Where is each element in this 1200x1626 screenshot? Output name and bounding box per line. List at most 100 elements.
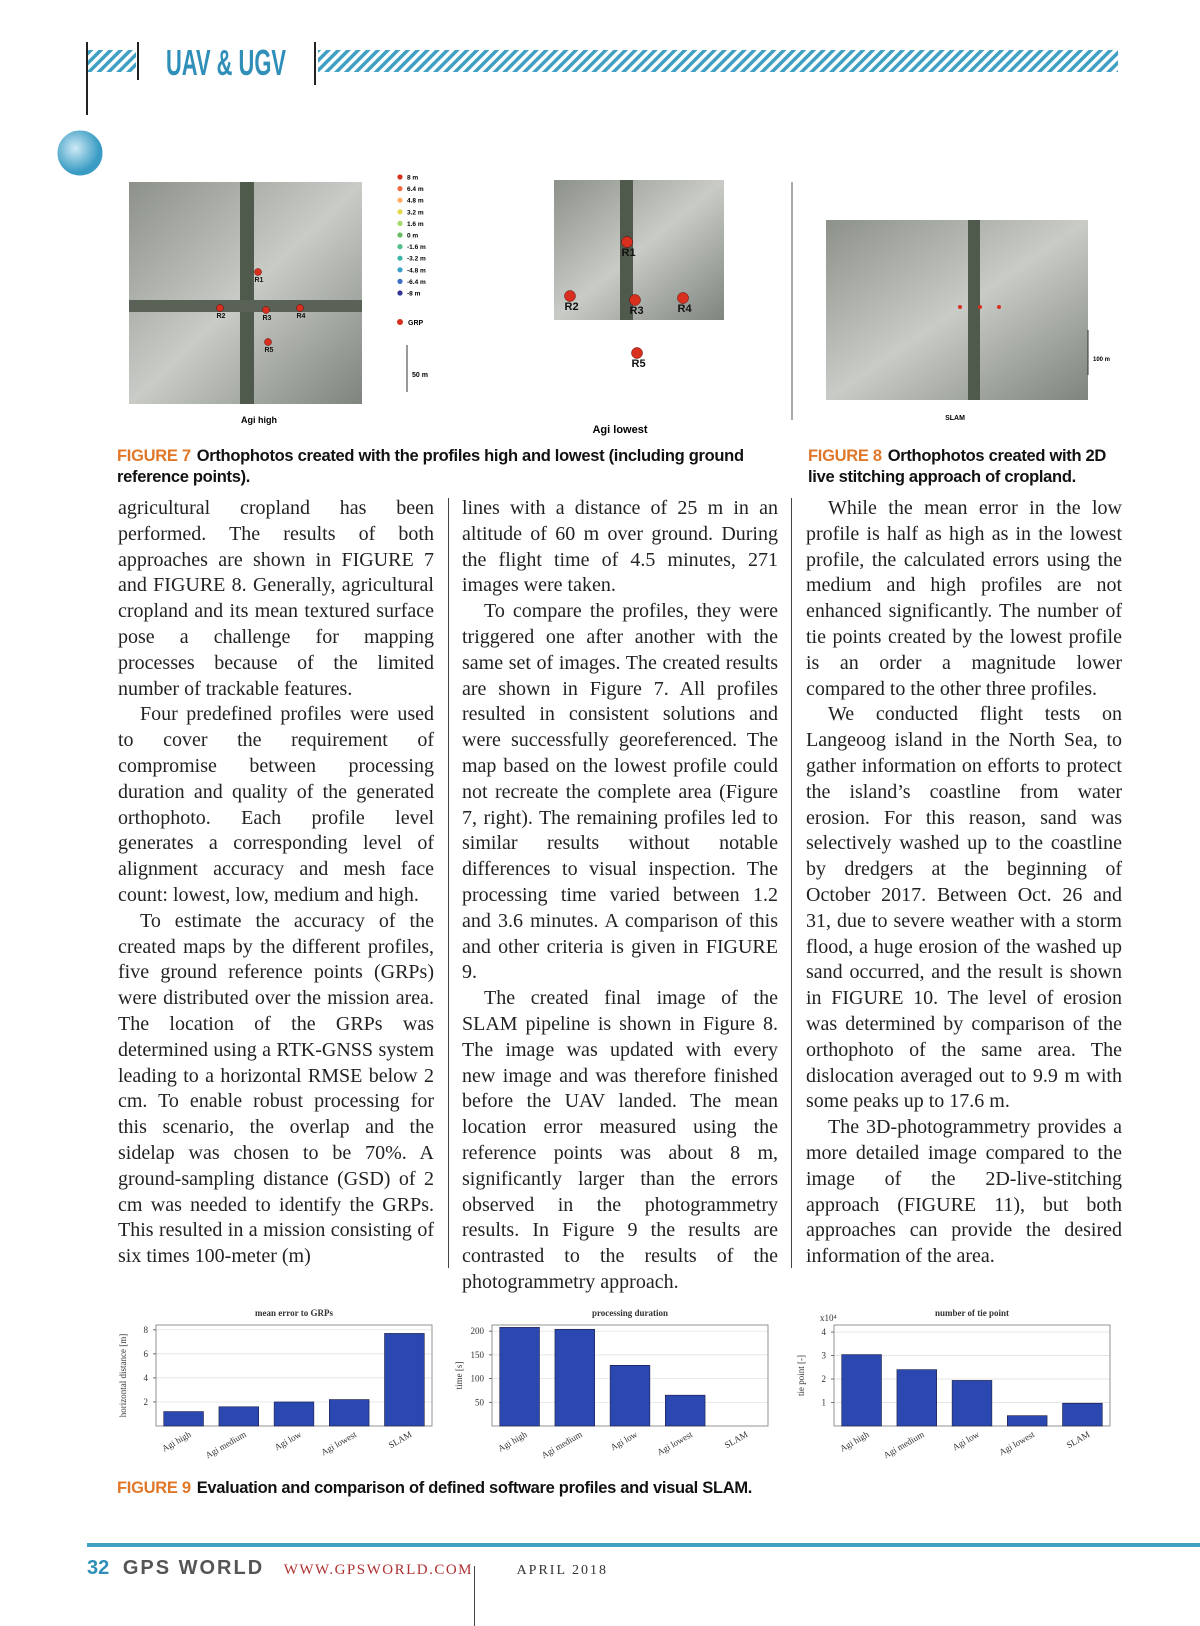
grp-label: R5 — [632, 358, 646, 370]
grp-label: R4 — [678, 303, 693, 315]
legend-label: GRP — [408, 320, 424, 327]
grp-label: R2 — [565, 301, 579, 313]
legend-label: -3.2 m — [407, 256, 426, 263]
grp-marker — [262, 306, 270, 314]
bar — [1062, 1402, 1103, 1427]
y-axis-label: time [s] — [454, 1362, 464, 1390]
grp-label: R1 — [255, 277, 264, 284]
x-tick-label: Agi medium — [882, 1429, 926, 1460]
grp-label: R5 — [265, 347, 274, 354]
grp-marker — [997, 305, 1001, 309]
grp-marker — [631, 347, 643, 359]
legend-label: 6.4 m — [407, 186, 424, 193]
legend-label: 4.8 m — [407, 198, 424, 205]
scale-label: x10⁴ — [820, 1313, 837, 1323]
grp-marker — [677, 292, 689, 304]
legend-label: 0 m — [407, 233, 418, 240]
x-tick-label: SLAM — [387, 1429, 414, 1450]
paragraph: lines with a distance of 25 m in an alti… — [462, 497, 778, 597]
legend-swatch — [397, 174, 403, 180]
grp-marker — [978, 305, 982, 309]
grp-marker — [254, 268, 262, 276]
legend-swatch — [397, 232, 403, 238]
y-tick-label: 50 — [475, 1397, 485, 1407]
legend-label: -1.6 m — [407, 244, 426, 251]
x-tick-label: SLAM — [723, 1429, 750, 1450]
caption-text: Evaluation and comparison of defined sof… — [196, 1479, 753, 1497]
y-tick-label: 3 — [822, 1351, 827, 1361]
y-tick-label: 2 — [822, 1374, 827, 1384]
x-tick-label: Agi high — [496, 1429, 529, 1454]
paragraph: The 3D-photogrammetry provides a more de… — [806, 1116, 1122, 1268]
x-tick-label: Agi medium — [540, 1429, 584, 1460]
paragraph: The created final image of the SLAM pipe… — [462, 987, 778, 1293]
bar — [841, 1354, 882, 1427]
y-tick-label: 100 — [471, 1374, 485, 1384]
legend-swatch — [397, 255, 403, 261]
x-tick-label: Agi lowest — [997, 1429, 1036, 1458]
image-label: Agi lowest — [592, 424, 647, 436]
x-tick-label: Agi low — [273, 1429, 304, 1453]
chart-title: number of tie point — [935, 1308, 1009, 1318]
paragraph: agricultural cropland has been performed… — [118, 497, 434, 700]
x-tick-label: Agi low — [609, 1429, 640, 1453]
header: UAV & UGV — [54, 42, 1118, 179]
grp-marker — [621, 236, 633, 248]
legend-swatch — [397, 319, 403, 325]
y-tick-label: 1 — [822, 1398, 827, 1408]
image-label: Agi high — [241, 415, 277, 425]
page-number: 32 — [87, 1557, 110, 1579]
legend-label: -6.4 m — [407, 279, 426, 286]
figure-caption: FIGURE 9 Evaluation and comparison of def… — [117, 1478, 1017, 1499]
legend-swatch — [397, 197, 403, 203]
paragraph: While the mean error in the low profile … — [806, 497, 1122, 700]
grp-label: R3 — [263, 315, 272, 322]
figure-label: FIGURE 8 — [808, 447, 882, 465]
x-tick-label: Agi low — [951, 1429, 982, 1453]
x-tick-label: SLAM — [1065, 1429, 1092, 1450]
legend-label: 8 m — [407, 175, 418, 182]
legend-label: 1.6 m — [407, 221, 424, 228]
legend-swatch — [397, 267, 403, 273]
grp-label: R1 — [622, 247, 636, 259]
y-tick-label: 4 — [822, 1327, 827, 1337]
caption-text: Orthophotos created with the profiles hi… — [117, 447, 744, 486]
chart-title: processing duration — [592, 1308, 668, 1318]
website: WWW.GPSWORLD.COM — [283, 1562, 473, 1578]
bar — [1007, 1415, 1048, 1427]
bar — [499, 1327, 540, 1427]
legend-label: -4.8 m — [407, 267, 426, 274]
legend-swatch — [397, 186, 403, 192]
x-tick-label: Agi high — [160, 1429, 193, 1454]
x-tick-label: Agi medium — [204, 1429, 248, 1460]
orthophoto-slam — [826, 220, 1088, 400]
bar — [384, 1333, 425, 1427]
globe-icon — [54, 127, 106, 179]
y-tick-label: 2 — [144, 1397, 149, 1407]
legend-swatch — [397, 278, 403, 284]
bar — [896, 1369, 937, 1427]
bar-chart: number of tie point tie point [-] x10⁴ 1 2 3 4… — [796, 1308, 1111, 1460]
grp-label: R4 — [297, 313, 306, 320]
grp-label: R2 — [217, 313, 226, 320]
bar — [273, 1401, 315, 1427]
paragraph: To estimate the accuracy of the created … — [118, 909, 434, 1268]
bar — [951, 1380, 993, 1427]
legend-label: -8 m — [407, 291, 421, 298]
bar — [329, 1399, 370, 1427]
y-tick-label: 150 — [471, 1350, 485, 1360]
footer: 32 GPS WORLD WWW.GPSWORLD.COM APRIL 2018 — [87, 1557, 608, 1580]
legend-swatch — [397, 209, 403, 215]
x-tick-label: Agi lowest — [655, 1429, 694, 1458]
y-axis-label: tie point [-] — [796, 1355, 806, 1396]
paragraph: To compare the profiles, they were trigg… — [462, 600, 778, 984]
paragraph: Four predefined profiles were used to co… — [118, 703, 434, 906]
legend-swatch — [397, 290, 403, 296]
magazine-name: GPS WORLD — [122, 1557, 265, 1579]
grp-marker — [564, 290, 576, 302]
y-tick-label: 4 — [144, 1373, 149, 1383]
y-axis-label: horizontal distance [m] — [118, 1334, 128, 1417]
grp-marker — [629, 294, 641, 306]
x-tick-label: Agi high — [838, 1429, 871, 1454]
legend-swatch — [397, 220, 403, 226]
